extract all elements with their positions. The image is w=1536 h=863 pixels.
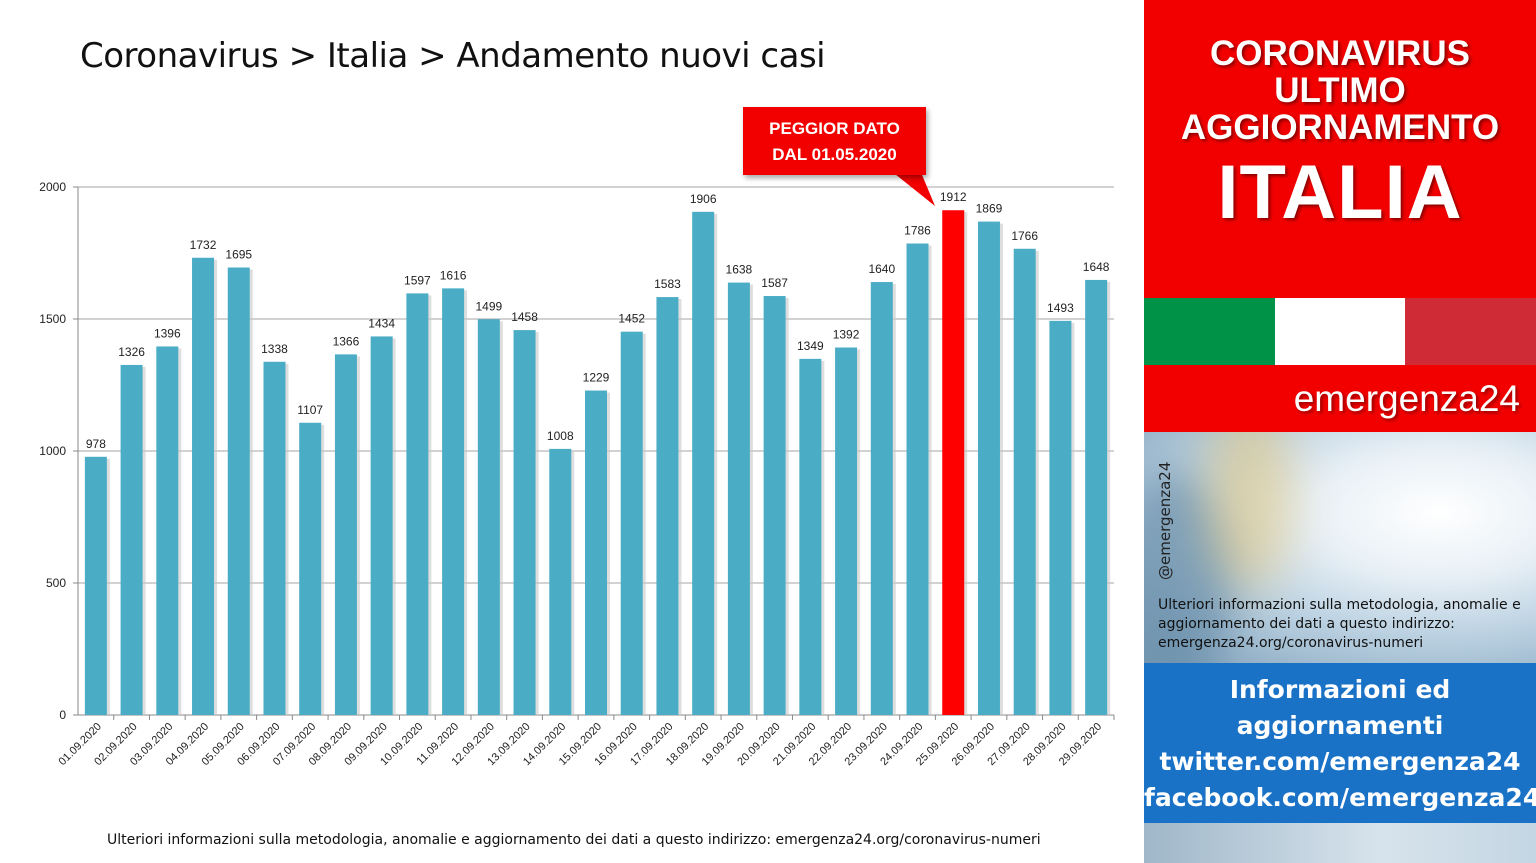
- bottom-photo-strip: [1144, 823, 1536, 863]
- data-label: 1597: [404, 273, 431, 287]
- data-label: 1732: [190, 238, 217, 252]
- sidebar-heading-3: AGGIORNAMENTO: [1180, 108, 1500, 147]
- bar: [1049, 320, 1072, 715]
- bar: [442, 288, 465, 715]
- sidebar: CORONAVIRUS ULTIMO AGGIORNAMENTO ITALIA …: [1144, 0, 1536, 863]
- bar: [656, 297, 679, 715]
- data-label: 1326: [118, 345, 145, 359]
- footnote: Ulteriori informazioni sulla metodologia…: [107, 832, 1041, 848]
- sidebar-header: CORONAVIRUS ULTIMO AGGIORNAMENTO ITALIA: [1144, 0, 1536, 298]
- y-tick-label: 2000: [39, 180, 66, 194]
- callout-line-1: PEGGIOR DATO: [769, 119, 900, 138]
- data-label: 978: [86, 437, 106, 451]
- bar: [1013, 248, 1036, 715]
- social-handle: @emergenza24: [1156, 461, 1174, 580]
- bar: [334, 354, 357, 715]
- bar: [370, 336, 393, 715]
- data-label: 1349: [797, 339, 824, 353]
- bar: [977, 221, 1000, 716]
- sidebar-heading-2: ULTIMO: [1274, 71, 1406, 110]
- bar: [620, 331, 643, 715]
- bar: [227, 267, 250, 715]
- bar: [1085, 279, 1108, 715]
- data-label: 1008: [547, 429, 574, 443]
- bar: [84, 456, 107, 715]
- data-label: 1695: [225, 248, 252, 262]
- data-label: 1583: [654, 277, 681, 291]
- bar: [835, 347, 858, 715]
- country-name: ITALIA: [1217, 150, 1463, 235]
- data-label: 1869: [976, 202, 1003, 216]
- data-label: 1786: [904, 223, 931, 237]
- bar-chart: 050010001500200097801.09.2020132602.09.2…: [39, 180, 1115, 768]
- bar: [192, 257, 215, 715]
- twitter-link[interactable]: twitter.com/emergenza24: [1159, 747, 1521, 776]
- flag-white: [1274, 298, 1406, 365]
- social-info-box: Informazioni ed aggiornamenti twitter.co…: [1144, 663, 1536, 823]
- callout-line-2: DAL 01.05.2020: [772, 145, 897, 164]
- data-label: 1587: [761, 276, 788, 290]
- data-label: 1452: [618, 312, 645, 326]
- data-label: 1616: [440, 268, 467, 282]
- italian-flag: [1144, 298, 1536, 365]
- bar: [942, 210, 965, 715]
- brand-name: emergenza24: [1144, 365, 1536, 432]
- data-label: 1434: [368, 316, 395, 330]
- data-label: 1766: [1011, 229, 1038, 243]
- bar: [513, 330, 536, 715]
- bar: [870, 282, 893, 715]
- worst-value-callout: PEGGIOR DATO DAL 01.05.2020: [743, 107, 926, 175]
- y-tick-label: 500: [46, 576, 66, 590]
- bar: [763, 296, 786, 715]
- info-line-1: Informazioni ed: [1229, 675, 1451, 704]
- data-label: 1366: [333, 334, 360, 348]
- data-label: 1396: [154, 326, 181, 340]
- background-photo: @emergenza24 Ulteriori informazioni sull…: [1144, 432, 1536, 663]
- bar: [727, 282, 750, 715]
- methodology-note: Ulteriori informazioni sulla metodologia…: [1158, 597, 1521, 651]
- bar: [406, 293, 429, 715]
- sidebar-heading-1: CORONAVIRUS: [1210, 34, 1470, 73]
- facebook-link[interactable]: facebook.com/emergenza24: [1144, 783, 1536, 812]
- bar: [906, 243, 929, 715]
- flag-green: [1144, 298, 1275, 365]
- data-label: 1499: [475, 299, 502, 313]
- data-label: 1493: [1047, 301, 1074, 315]
- bar: [299, 422, 322, 715]
- data-label: 1906: [690, 192, 717, 206]
- bar: [156, 346, 179, 715]
- data-label: 1229: [583, 371, 610, 385]
- bar: [692, 211, 715, 716]
- data-label: 1640: [868, 262, 895, 276]
- y-tick-label: 0: [59, 708, 66, 722]
- data-label: 1912: [940, 190, 967, 204]
- chart-title: Coronavirus > Italia > Andamento nuovi c…: [80, 36, 826, 76]
- bar: [263, 361, 286, 715]
- bar: [799, 358, 822, 715]
- data-label: 1107: [297, 403, 323, 417]
- y-tick-label: 1000: [39, 444, 66, 458]
- data-label: 1392: [833, 328, 860, 342]
- data-label: 1638: [726, 263, 753, 277]
- data-label: 1338: [261, 342, 288, 356]
- bar: [120, 364, 143, 715]
- data-label: 1458: [511, 310, 538, 324]
- bar: [477, 319, 500, 715]
- y-tick-label: 1500: [39, 312, 66, 326]
- bar: [585, 390, 607, 715]
- data-label: 1648: [1083, 260, 1110, 274]
- flag-red: [1405, 298, 1536, 365]
- info-line-2: aggiornamenti: [1236, 711, 1444, 740]
- bar: [549, 448, 572, 715]
